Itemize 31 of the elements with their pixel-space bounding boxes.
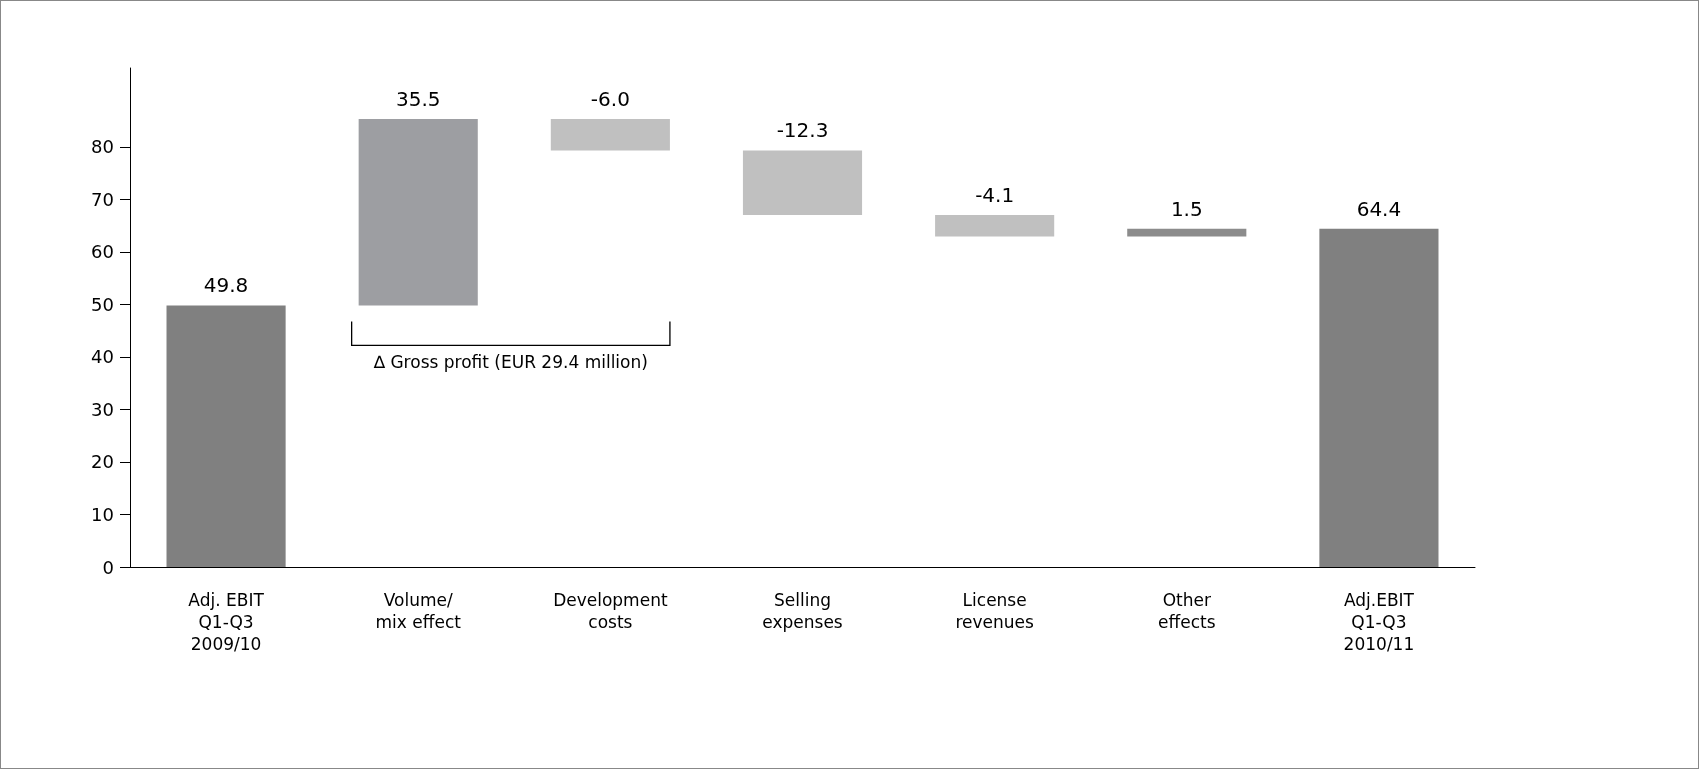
- bar: [935, 215, 1055, 237]
- data-label: -4.1: [975, 183, 1015, 208]
- data-label: 35.5: [395, 86, 441, 111]
- x-tick-label: Other effects: [1158, 590, 1216, 632]
- y-tick-label: 0: [102, 556, 114, 578]
- y-tick-label: 60: [91, 241, 114, 263]
- y-tick-label: 70: [91, 188, 114, 210]
- x-tick-label: Adj. EBIT Q1-Q3 2009/10: [188, 590, 265, 654]
- data-label: 1.5: [1170, 196, 1203, 221]
- y-tick-label: 30: [91, 398, 114, 420]
- x-tick-label: Volume/ mix effect: [375, 590, 462, 632]
- bar: [550, 118, 670, 151]
- bar: [166, 305, 286, 567]
- y-tick-label: 50: [91, 293, 114, 315]
- data-label: 64.4: [1356, 196, 1402, 221]
- data-label: -12.3: [776, 118, 829, 143]
- bar: [358, 118, 478, 306]
- x-tick-label: License revenues: [955, 590, 1035, 632]
- annotation: ∆ Gross profit (EUR 29.4 million): [372, 351, 648, 372]
- data-label: 49.8: [203, 273, 249, 298]
- data-label: -6.0: [590, 86, 630, 111]
- y-tick-label: 10: [91, 503, 114, 525]
- x-tick-label: Development costs: [553, 590, 668, 632]
- y-tick-label: 80: [91, 136, 114, 158]
- bar: [1127, 228, 1247, 237]
- y-tick-label: 20: [91, 451, 114, 473]
- bar: [1319, 228, 1439, 567]
- bar: [742, 150, 863, 216]
- y-tick-label: 40: [91, 346, 114, 368]
- x-tick-label: Selling expenses: [762, 590, 843, 632]
- x-tick-label: Adj.EBIT Q1-Q3 2010/11: [1343, 590, 1415, 654]
